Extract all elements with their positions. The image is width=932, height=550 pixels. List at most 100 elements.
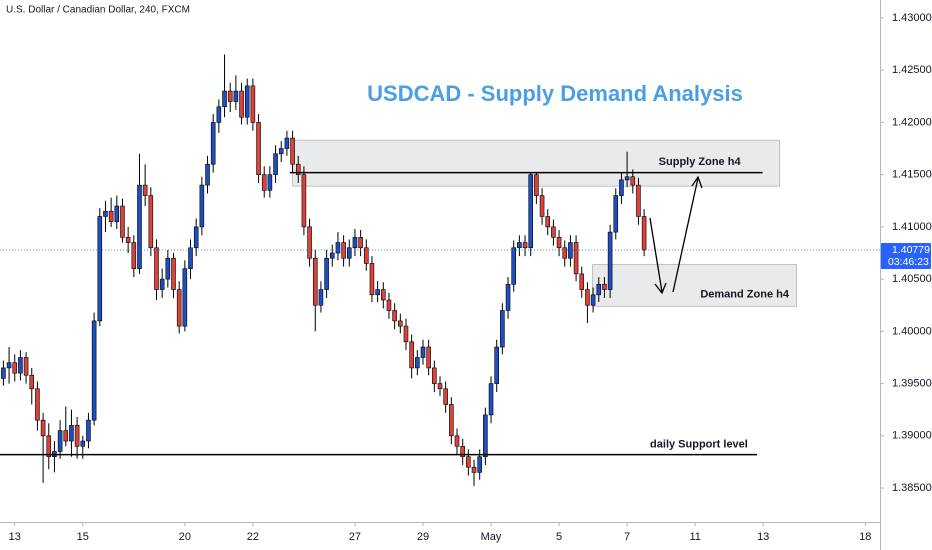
candle-body [517, 242, 522, 249]
candle-body [596, 284, 602, 296]
candle-body [69, 425, 74, 442]
candle-body [227, 90, 233, 102]
candle-body [233, 90, 239, 102]
candle-body [426, 346, 431, 369]
candle-body [273, 153, 278, 175]
zone [592, 264, 798, 307]
x-tick-label: 11 [689, 531, 700, 543]
candle-body [80, 440, 86, 447]
candle-body [556, 237, 562, 249]
candle-body [97, 216, 103, 322]
candle-body [551, 226, 556, 238]
y-tick-label: 1.42500 [892, 64, 932, 76]
candle-body [607, 231, 613, 290]
candle-body [619, 179, 624, 196]
candle-body [114, 205, 120, 222]
candle-body [403, 325, 409, 343]
candle-body [199, 184, 205, 228]
candle-body [352, 237, 358, 249]
candle-body [171, 257, 176, 290]
candle-body [91, 320, 97, 421]
zones [292, 139, 798, 307]
arrow-head [654, 282, 667, 295]
candle-body [420, 346, 426, 358]
candle-body [137, 184, 142, 269]
x-tick-label: 5 [556, 531, 562, 543]
candle-body [188, 247, 193, 269]
candle-body [505, 284, 511, 311]
candle-body [381, 289, 386, 301]
candles [1, 54, 647, 486]
zone-label: Demand Zone h4 [700, 288, 790, 300]
candle-body [500, 310, 505, 348]
candle-body [590, 294, 596, 306]
candle-body [142, 184, 148, 196]
candle-body [256, 122, 261, 175]
candle-body [239, 90, 244, 118]
candle-body [318, 289, 324, 306]
candle-body [341, 242, 346, 259]
candle-body [483, 414, 488, 458]
candle-body [335, 242, 341, 254]
candle-body [103, 210, 108, 217]
candle-body [568, 242, 573, 259]
candle-body [460, 445, 465, 458]
candle-body [636, 184, 641, 217]
x-tick-label: 7 [624, 531, 630, 543]
candle-body [602, 284, 607, 290]
y-tick-label: 1.40000 [892, 325, 932, 337]
candle-body [579, 273, 585, 290]
arrow-head [691, 175, 703, 189]
chart-header: U.S. Dollar / Canadian Dollar, 240, FXCM [6, 5, 190, 16]
candle-body [35, 388, 40, 421]
chart-title: USDCAD - Supply Demand Analysis [367, 81, 743, 106]
y-tick-label: 1.38500 [892, 482, 932, 494]
x-tick-label: 29 [417, 531, 429, 543]
candle-body [375, 289, 380, 296]
candle-body [284, 137, 290, 149]
candle-body [295, 163, 301, 175]
axes: 1.38500 1.39000 1.39500 1.40000 1.40500 1.410… [9, 12, 932, 543]
arrow-up [672, 177, 699, 293]
candle-body [222, 90, 227, 108]
candle-body [261, 174, 267, 191]
candle-body [131, 242, 137, 269]
candle-body [40, 419, 46, 437]
candle-body [511, 247, 516, 285]
y-tick-label: 1.41500 [892, 169, 932, 181]
last-price-box [881, 242, 931, 269]
candle-body [443, 388, 448, 405]
candle-body [63, 430, 69, 442]
zone-label: Supply Zone h4 [659, 156, 742, 168]
candle-body [409, 341, 414, 369]
candle-body [369, 263, 375, 296]
candle-body [312, 257, 318, 306]
candle-body [494, 346, 499, 384]
countdown-label: 03:46:23 [888, 256, 929, 268]
y-tick-label: 1.41000 [892, 221, 932, 233]
candle-body [216, 106, 222, 123]
candle-body [205, 163, 210, 186]
x-tick-label: 20 [179, 531, 191, 543]
candle-body [6, 362, 12, 369]
candle-body [630, 176, 636, 186]
candle-body [46, 435, 52, 458]
candle-body [415, 357, 420, 369]
candle-body [210, 122, 216, 165]
candle-body [437, 383, 443, 390]
y-tick-label: 1.39500 [892, 377, 932, 389]
candle-body [86, 419, 91, 442]
candle-body [108, 210, 114, 222]
candle-body [244, 85, 250, 118]
candle-body [176, 289, 182, 327]
x-tick-label: 18 [859, 531, 871, 543]
candle-body [641, 216, 647, 251]
arrows [649, 175, 703, 295]
y-tick-label: 1.40500 [892, 273, 932, 285]
x-tick-label: 13 [757, 531, 769, 543]
y-tick-label: 1.39000 [892, 430, 932, 442]
candle-body [148, 195, 154, 249]
candle-body [392, 310, 397, 322]
candle-body [267, 174, 273, 191]
candle-body [364, 247, 369, 264]
